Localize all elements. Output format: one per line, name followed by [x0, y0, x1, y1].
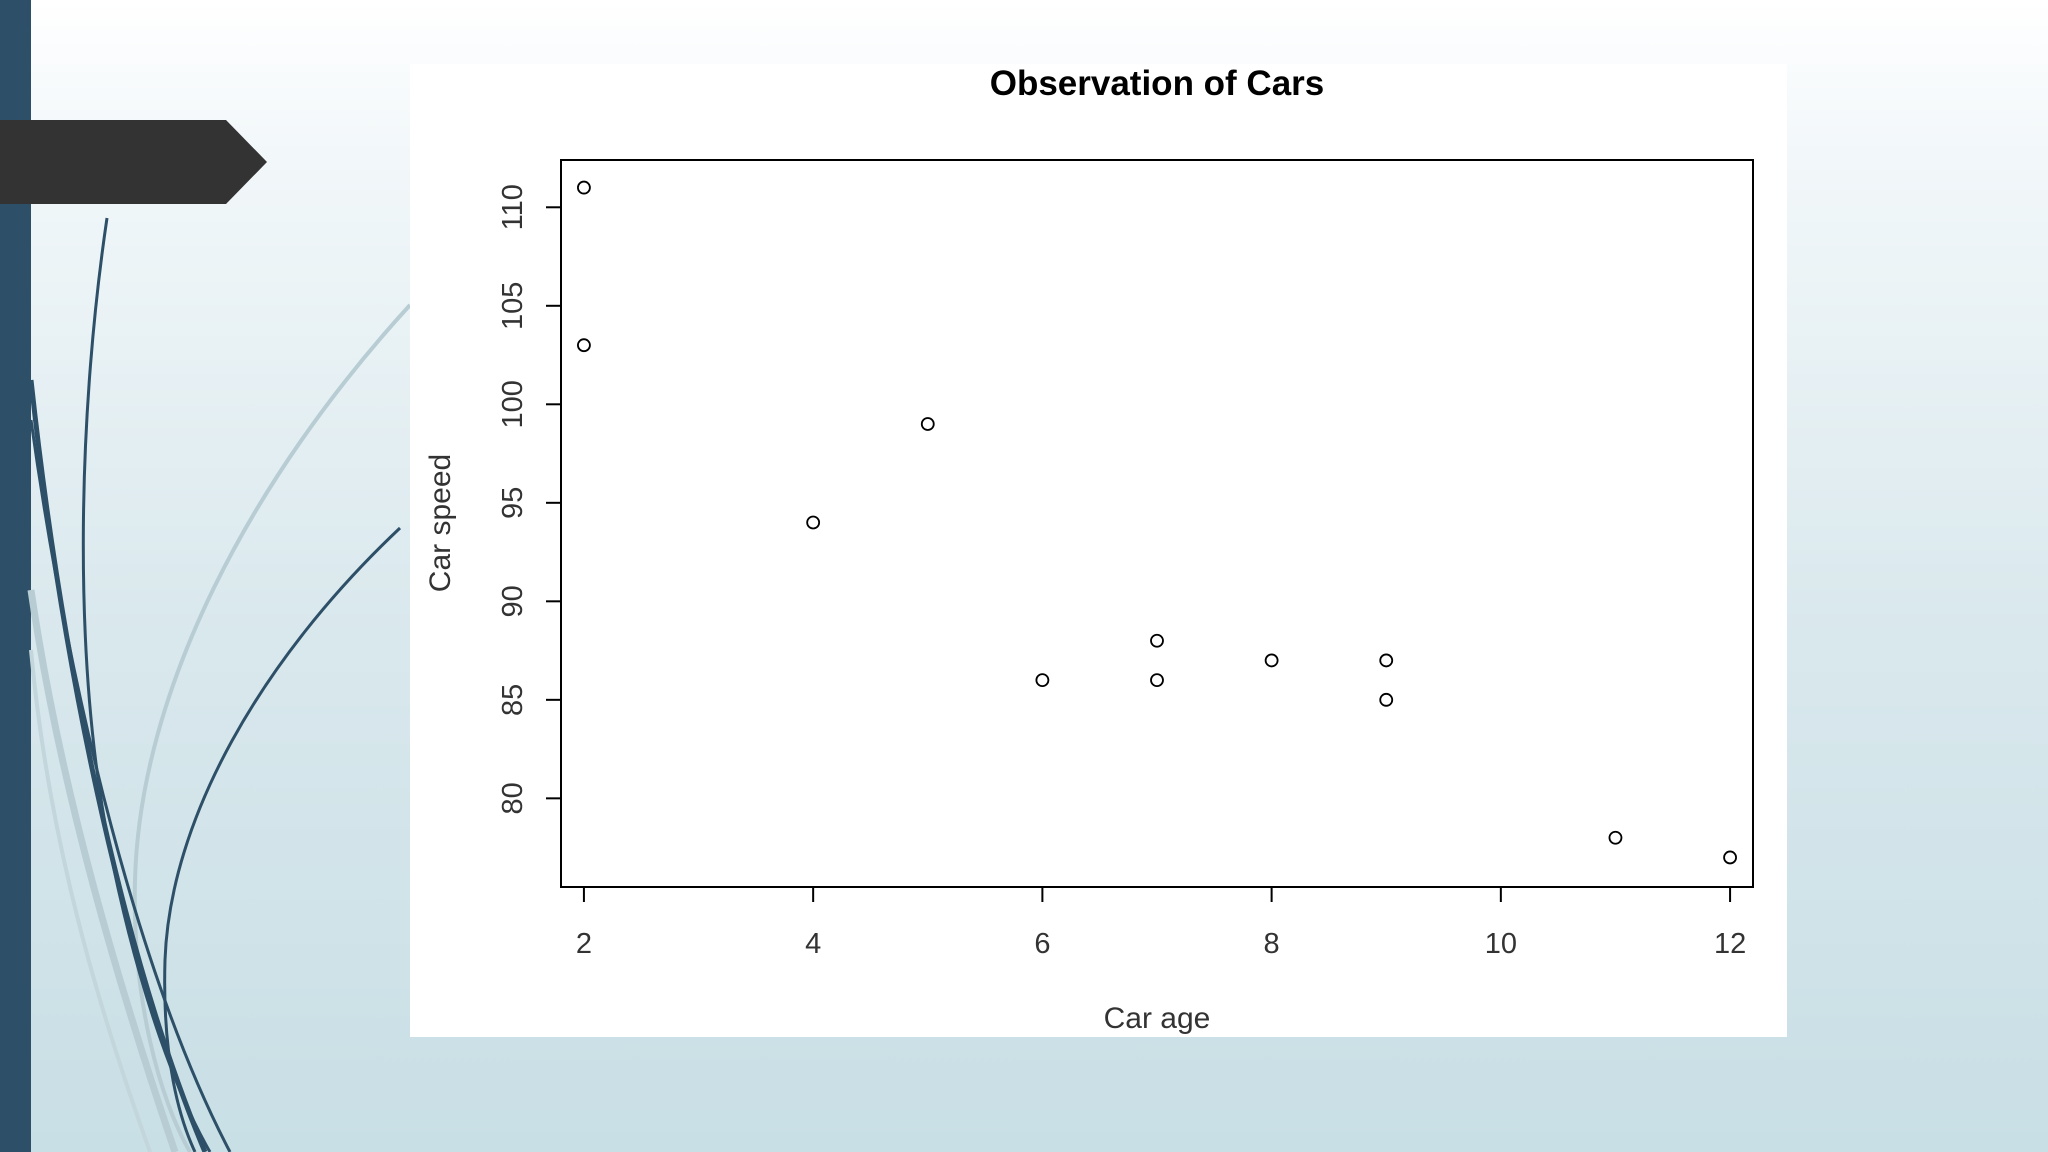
data-point — [920, 417, 935, 431]
x-tick-label: 6 — [1034, 928, 1050, 960]
y-tick-label: 95 — [497, 487, 529, 519]
y-axis: 80 85 90 95 100 105 110 — [497, 184, 562, 814]
scatter-chart: Observation of Cars 2 4 6 8 10 12 80 85 90 95 100… — [424, 64, 1754, 1035]
y-tick-label: 80 — [497, 782, 529, 814]
x-axis-label: Car age — [1104, 1002, 1211, 1035]
x-tick-label: 8 — [1264, 928, 1280, 960]
y-tick-label: 90 — [497, 585, 529, 617]
data-point — [1608, 830, 1623, 845]
swoosh-dark-4 — [29, 419, 232, 1152]
data-point — [806, 515, 821, 530]
y-tick-label: 100 — [497, 380, 529, 428]
data-points — [577, 180, 1737, 865]
x-tick-label: 12 — [1714, 928, 1746, 960]
data-point — [1264, 653, 1279, 668]
data-point — [577, 338, 591, 353]
y-tick-label: 85 — [497, 684, 529, 716]
y-tick-label: 110 — [497, 184, 529, 230]
data-point — [1150, 673, 1164, 688]
x-axis: 2 4 6 8 10 12 — [576, 886, 1746, 960]
x-tick-label: 10 — [1485, 928, 1517, 960]
swoosh-light-3 — [29, 649, 152, 1152]
data-point — [1379, 653, 1394, 668]
x-tick-label: 2 — [576, 928, 592, 960]
y-axis-label: Car speed — [424, 454, 457, 592]
y-tick-label: 105 — [497, 282, 529, 330]
data-point — [577, 180, 591, 195]
data-point — [1150, 633, 1164, 648]
data-point — [1379, 692, 1394, 707]
arrow-tab — [0, 120, 267, 204]
chart-panel: Observation of Cars 2 4 6 8 10 12 80 85 90 95 100… — [410, 64, 1787, 1037]
slide-decoration — [0, 0, 412, 1152]
x-tick-label: 4 — [805, 928, 821, 960]
data-point — [1035, 673, 1050, 688]
swoosh-light-1 — [132, 303, 412, 1152]
plot-box — [560, 159, 1754, 888]
chart-title: Observation of Cars — [990, 64, 1325, 103]
swoosh-light-2 — [27, 589, 179, 1152]
swoosh-dark-3 — [163, 526, 402, 1152]
data-point — [1723, 850, 1737, 865]
